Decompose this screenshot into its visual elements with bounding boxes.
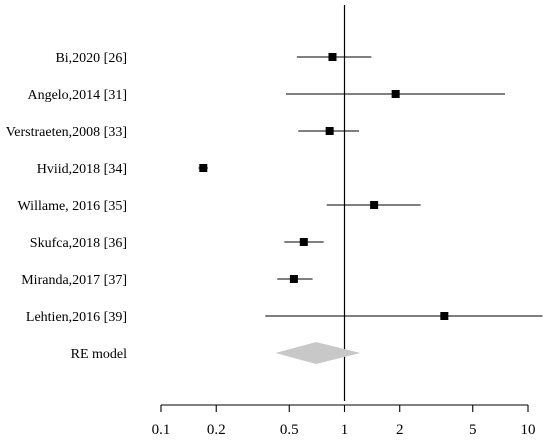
point-estimate-marker — [328, 53, 337, 61]
study-label: Willame, 2016 [35] — [18, 199, 127, 214]
study-row: Bi,2020 [26] — [55, 51, 372, 66]
study-label: Bi,2020 [26] — [55, 51, 127, 66]
summary-label: RE model — [71, 347, 127, 362]
x-axis: 0.1 0.2 0.5 1 2 5 10 — [152, 404, 536, 438]
x-tick-label: 5 — [469, 422, 477, 438]
x-tick-label: 0.5 — [280, 422, 299, 438]
point-estimate-marker — [325, 127, 334, 135]
x-tick-label: 1 — [341, 422, 349, 438]
summary-diamond — [275, 342, 361, 364]
study-label: Verstraeten,2008 [33] — [6, 125, 127, 140]
study-rows: Bi,2020 [26] Angelo,2014 [31] Verstraeten,… — [6, 51, 543, 325]
study-label: Angelo,2014 [31] — [27, 88, 127, 103]
study-row: Skufca,2018 [36] — [30, 236, 324, 251]
point-estimate-marker — [440, 312, 449, 320]
point-estimate-marker — [299, 238, 308, 246]
x-tick-label: 0.1 — [152, 422, 171, 438]
study-row: Verstraeten,2008 [33] — [6, 125, 360, 140]
x-tick-label: 0.2 — [207, 422, 226, 438]
point-estimate-marker — [370, 201, 379, 209]
study-label: Miranda,2017 [37] — [21, 273, 127, 288]
study-label: Skufca,2018 [36] — [30, 236, 127, 251]
point-estimate-marker — [391, 90, 400, 98]
study-row: Angelo,2014 [31] — [27, 88, 506, 103]
study-label: Hviid,2018 [34] — [37, 162, 127, 177]
study-row: Willame, 2016 [35] — [18, 199, 421, 214]
point-estimate-marker — [199, 164, 208, 172]
summary-row: RE model — [71, 342, 361, 364]
x-tick-label: 2 — [396, 422, 404, 438]
study-row: Hviid,2018 [34] — [37, 162, 208, 177]
study-row: Lehtien,2016 [39] — [26, 310, 543, 325]
study-row: Miranda,2017 [37] — [21, 273, 313, 288]
study-label: Lehtien,2016 [39] — [26, 310, 127, 325]
point-estimate-marker — [289, 275, 298, 283]
x-tick-label: 10 — [521, 422, 536, 438]
